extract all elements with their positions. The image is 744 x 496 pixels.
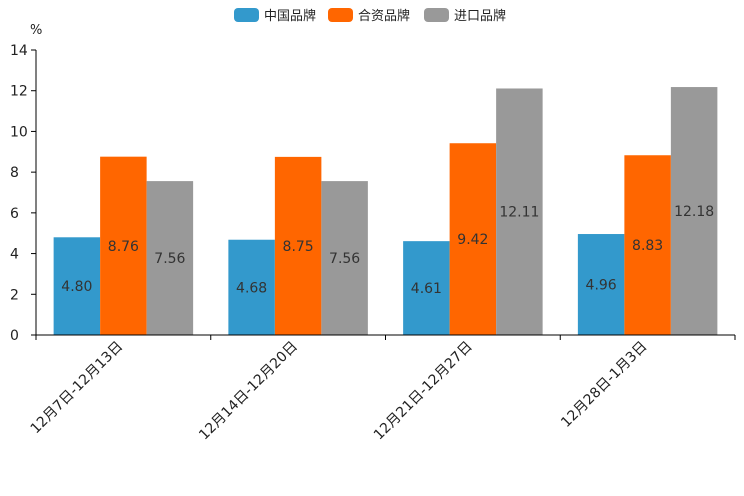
bar-value-label: 8.76 [108,239,139,255]
y-tick-label: 4 [10,247,19,263]
y-tick-label: 6 [10,206,19,222]
y-tick-label: 14 [10,43,28,59]
bar-value-label: 7.56 [329,251,360,267]
legend: 中国品牌 合资品牌 进口品牌 [234,8,506,24]
bar-value-label: 12.11 [499,205,539,221]
x-category-label: 12月7日-12月13日 [28,339,127,438]
y-tick-label: 12 [10,84,28,100]
bar-value-label: 4.80 [61,279,92,295]
bar-value-label: 12.18 [674,204,714,220]
legend-label: 进口品牌 [454,8,506,24]
bar-value-label: 4.68 [236,280,267,296]
bar [53,237,101,335]
legend-swatch [424,8,449,22]
y-tick-label: 2 [10,287,19,303]
x-category-label: 12月21日-12月27日 [371,339,476,444]
y-axis-unit-label: % [30,23,42,38]
y-axis: 0 2 4 6 8 10 12 14 [10,43,37,344]
x-category-label: 12月14日-12月20日 [196,339,301,444]
x-axis: 12月7日-12月13日 12月14日-12月20日 12月21日-12月27日 12… [28,334,736,444]
bar-value-label: 9.42 [457,232,488,248]
legend-label: 合资品牌 [358,8,410,24]
bar-value-label: 4.61 [411,281,442,297]
bar-value-label: 4.96 [586,278,617,294]
bar [577,234,625,335]
y-tick-label: 10 [10,124,28,140]
bar [274,156,322,335]
bar [496,88,543,335]
bar-value-label: 8.75 [283,239,314,255]
bar [624,155,671,335]
bar [670,87,718,335]
y-tick-label: 8 [10,165,19,181]
bar [403,241,450,335]
legend-swatch [234,8,259,22]
bars: 4.80 4.68 4.61 4.96 8.76 8.75 9.42 8.83 7.56 7.56… [53,87,718,335]
bar [146,181,194,335]
bar [100,156,147,335]
x-category-label: 12月28日-1月3日 [558,339,650,431]
legend-swatch [328,8,353,22]
bar-value-label: 8.83 [632,238,663,254]
legend-label: 中国品牌 [264,8,316,24]
bar-value-label: 7.56 [154,251,185,267]
bar [449,143,497,335]
bar [321,181,368,335]
bar [228,239,275,335]
y-tick-label: 0 [10,328,19,344]
